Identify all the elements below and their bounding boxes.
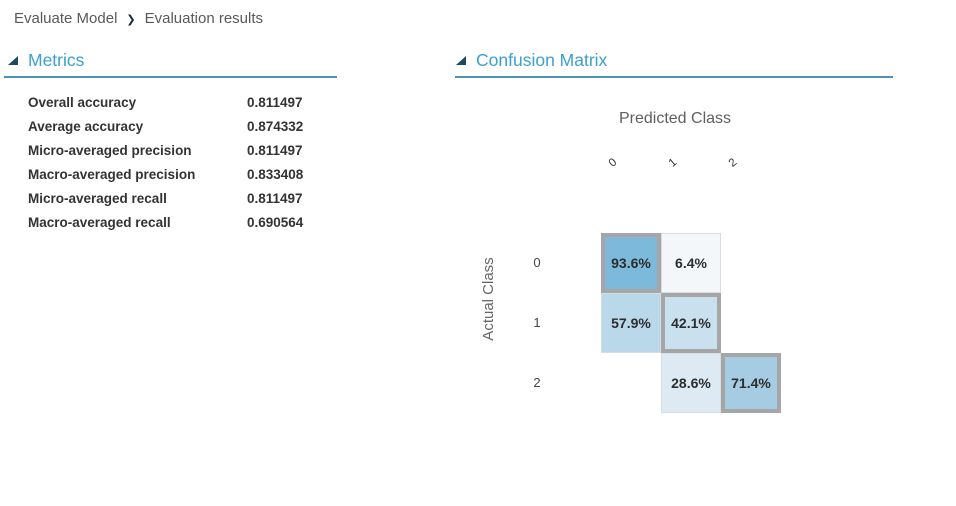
metric-value: 0.874332 (247, 118, 304, 134)
metric-value: 0.811497 (247, 190, 303, 206)
predicted-class-axis-title: Predicted Class (618, 110, 732, 127)
confusion-matrix-grid: 93.6% 6.4% 57.9% 42.1% 28.6% 71.4% (601, 233, 781, 413)
matrix-row-labels: 0 1 2 (520, 233, 554, 413)
metric-row: Micro-averaged recall 0.811497 (28, 186, 338, 210)
metric-value: 0.811497 (247, 142, 303, 158)
matrix-cell: 57.9% (601, 293, 661, 353)
confusion-matrix-section-header[interactable]: Confusion Matrix (456, 50, 607, 71)
metrics-section-header[interactable]: Metrics (8, 50, 84, 71)
metric-row: Micro-averaged precision 0.811497 (28, 138, 338, 162)
metric-label: Micro-averaged precision (28, 142, 192, 158)
chevron-right-icon: ❯ (126, 14, 136, 26)
metric-value: 0.833408 (247, 166, 304, 182)
matrix-cell (721, 233, 781, 293)
metric-row: Average accuracy 0.874332 (28, 114, 338, 138)
matrix-column-label: 2 (726, 156, 740, 170)
actual-class-axis-title: Actual Class (480, 257, 497, 341)
matrix-column-label: 0 (606, 156, 620, 170)
breadcrumb: Evaluate Model ❯ Evaluation results (14, 10, 263, 27)
metric-label: Micro-averaged recall (28, 190, 167, 206)
collapse-triangle-icon (456, 56, 466, 65)
confusion-matrix-section-title: Confusion Matrix (476, 50, 608, 70)
matrix-cell (721, 293, 781, 353)
matrix-cell: 6.4% (661, 233, 721, 293)
breadcrumb-item-evaluation-results: Evaluation results (144, 10, 264, 27)
metric-row: Macro-averaged precision 0.833408 (28, 162, 338, 186)
metric-label: Macro-averaged precision (28, 166, 196, 182)
metric-label: Overall accuracy (28, 94, 137, 110)
collapse-triangle-icon (8, 56, 18, 65)
matrix-cell (601, 353, 661, 413)
metrics-section-title: Metrics (28, 50, 85, 70)
matrix-cell: 71.4% (721, 353, 781, 413)
metric-row: Macro-averaged recall 0.690564 (28, 210, 338, 234)
matrix-row-label: 1 (533, 315, 541, 330)
confusion-matrix-underline (455, 76, 893, 78)
matrix-cell: 28.6% (661, 353, 721, 413)
metric-value: 0.690564 (247, 214, 304, 230)
matrix-row-label: 2 (533, 375, 541, 390)
matrix-row-label: 0 (533, 255, 541, 270)
metric-label: Macro-averaged recall (28, 214, 171, 230)
metrics-underline (4, 76, 337, 78)
matrix-column-label: 1 (666, 156, 680, 170)
metric-label: Average accuracy (28, 118, 144, 134)
matrix-cell: 42.1% (661, 293, 721, 353)
metric-row: Overall accuracy 0.811497 (28, 90, 338, 114)
matrix-cell: 93.6% (601, 233, 661, 293)
metrics-table: Overall accuracy 0.811497 Average accuracy… (28, 90, 338, 234)
metric-value: 0.811497 (247, 94, 303, 110)
breadcrumb-item-evaluate-model: Evaluate Model (14, 10, 118, 27)
